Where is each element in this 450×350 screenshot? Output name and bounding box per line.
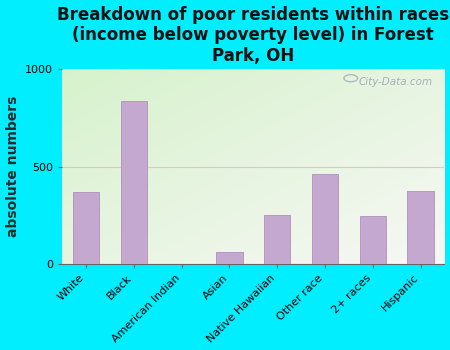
Bar xyxy=(73,192,99,264)
Bar xyxy=(360,216,386,264)
Bar xyxy=(264,215,290,264)
Title: Breakdown of poor residents within races
(income below poverty level) in Forest
: Breakdown of poor residents within races… xyxy=(57,6,450,65)
Bar xyxy=(312,174,338,264)
Bar xyxy=(216,252,243,264)
Bar xyxy=(121,100,147,264)
Y-axis label: absolute numbers: absolute numbers xyxy=(5,96,19,237)
Text: City-Data.com: City-Data.com xyxy=(359,77,433,87)
Bar xyxy=(407,191,434,264)
